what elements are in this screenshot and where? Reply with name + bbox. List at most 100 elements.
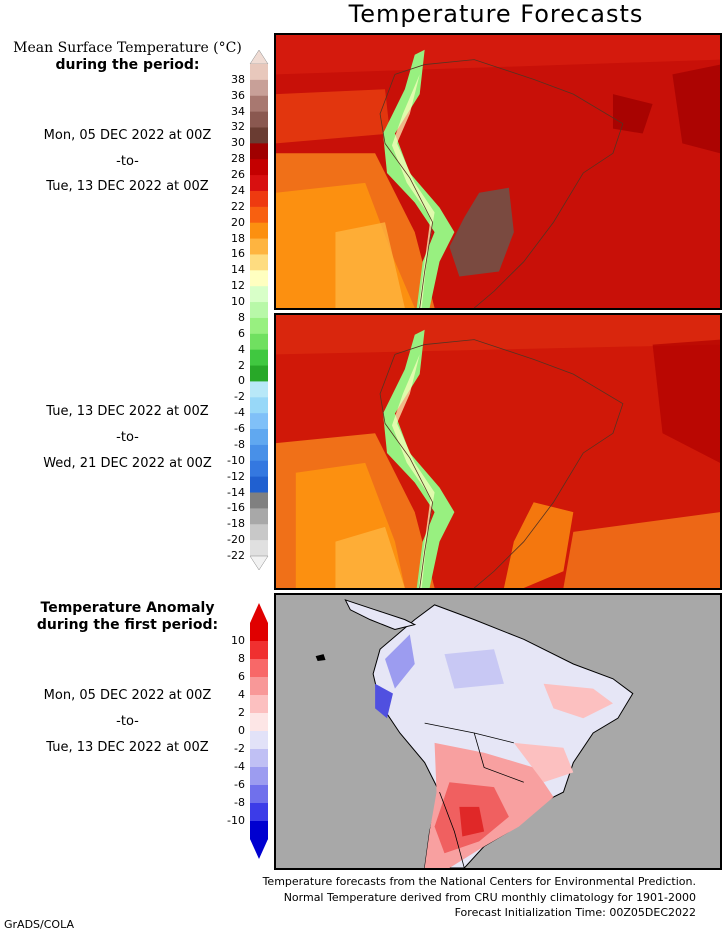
colorbar-swatch	[250, 677, 268, 696]
colorbar-swatch	[250, 821, 268, 840]
period1-start: Mon, 05 DEC 2022 at 00Z	[43, 128, 212, 143]
colorbar-swatch	[250, 713, 268, 732]
period1-end: Tue, 13 DEC 2022 at 00Z	[46, 179, 209, 194]
colorbar-swatch	[250, 270, 268, 287]
period2-end: Wed, 21 DEC 2022 at 00Z	[43, 456, 212, 471]
colorbar-swatch	[250, 460, 268, 478]
colorbar-swatch	[250, 127, 268, 144]
colorbar-tick-label: -2	[234, 742, 245, 755]
colorbar-swatch	[250, 175, 268, 192]
colorbar-tick-label: 22	[231, 199, 245, 213]
colorbar-swatch	[250, 64, 268, 81]
colorbar-tick-label: 8	[238, 652, 245, 665]
anomaly-map	[274, 593, 722, 870]
grads-credit: GrADS/COLA	[4, 918, 74, 931]
colorbar-tick-label: 0	[238, 724, 245, 737]
footer-climatology-line: Normal Temperature derived from CRU mont…	[283, 891, 696, 904]
colorbar-swatch	[250, 695, 268, 714]
colorbar-tick-label: -20	[227, 533, 245, 547]
colorbar-tick-label: -2	[234, 390, 245, 404]
colorbar-tick-label: -12	[227, 469, 245, 483]
colorbar-swatch	[250, 190, 268, 208]
colorbar-tick-label: 10	[231, 634, 245, 647]
colorbar-swatch	[250, 206, 268, 224]
colorbar-tick-label: 4	[238, 688, 245, 701]
colorbar-tick-label: 24	[231, 183, 245, 197]
colorbar-swatch	[250, 397, 268, 414]
footer-source-line: Temperature forecasts from the National …	[262, 875, 696, 888]
colorbar-tick-label: -10	[227, 814, 245, 827]
colorbar-tick-label: -16	[227, 501, 245, 515]
colorbar-bottom-arrow	[250, 839, 268, 859]
colorbar-swatch	[250, 143, 268, 160]
colorbar-tick-label: 38	[231, 72, 245, 86]
colorbar-tick-label: 30	[231, 136, 245, 150]
colorbar-tick-label: -8	[234, 796, 245, 809]
anomaly-legend-heading: Temperature Anomaly	[40, 600, 215, 616]
colorbar-swatch	[250, 749, 268, 768]
colorbar-swatch	[250, 238, 268, 255]
colorbar-tick-label: 26	[231, 168, 245, 182]
colorbar-swatch	[250, 540, 268, 557]
anomaly-colorbar	[250, 603, 268, 859]
colorbar-swatch	[250, 111, 268, 128]
colorbar-swatch	[250, 381, 268, 398]
colorbar-swatch	[250, 302, 268, 319]
colorbar-swatch	[250, 95, 268, 113]
colorbar-tick-label: 14	[231, 263, 245, 277]
colorbar-swatch	[250, 785, 268, 804]
colorbar-tick-label: -22	[227, 549, 245, 562]
colorbar-swatch	[250, 623, 268, 642]
period2-start: Tue, 13 DEC 2022 at 00Z	[46, 404, 209, 419]
colorbar-tick-label: -4	[234, 760, 245, 773]
period3-end: Tue, 13 DEC 2022 at 00Z	[46, 740, 209, 755]
colorbar-top-arrow	[250, 603, 268, 623]
colorbar-swatch	[250, 444, 268, 462]
period1-sep: -to-	[116, 154, 139, 169]
temperature-map-period1-image	[276, 35, 720, 308]
colorbar-tick-label: 12	[231, 279, 245, 293]
colorbar-tick-label: 0	[238, 374, 245, 388]
colorbar-swatch	[250, 349, 268, 367]
anomaly-legend-subheading: during the first period:	[36, 617, 219, 633]
period3-start: Mon, 05 DEC 2022 at 00Z	[43, 688, 212, 703]
temp-legend-heading: Mean Surface Temperature (°C)	[13, 40, 242, 56]
colorbar-tick-label: 2	[238, 358, 245, 372]
colorbar-tick-label: -4	[234, 406, 245, 420]
colorbar-swatch	[250, 508, 268, 525]
colorbar-tick-label: 6	[238, 670, 245, 683]
colorbar-tick-label: 20	[231, 215, 245, 229]
colorbar-tick-label: 4	[238, 342, 245, 356]
colorbar-tick-label: -6	[234, 422, 245, 436]
colorbar-tick-label: 10	[231, 295, 245, 309]
colorbar-swatch	[250, 254, 268, 271]
colorbar-swatch	[250, 317, 268, 335]
colorbar-tick-label: 16	[231, 247, 245, 261]
colorbar-swatch	[250, 524, 268, 541]
colorbar-swatch	[250, 659, 268, 678]
colorbar-tick-label: -14	[227, 485, 245, 499]
temperature-map-period1	[274, 33, 722, 310]
colorbar-tick-label: -18	[227, 517, 245, 531]
colorbar-top-arrow	[249, 50, 269, 65]
colorbar-tick-label: -10	[227, 453, 245, 467]
temperature-map-period2-image	[276, 315, 720, 588]
colorbar-swatch	[250, 476, 268, 494]
colorbar-swatch	[250, 365, 268, 382]
period3-sep: -to-	[116, 714, 139, 729]
colorbar-swatch	[250, 803, 268, 822]
colorbar-swatch	[250, 222, 268, 240]
colorbar-swatch	[250, 413, 268, 430]
colorbar-tick-label: 6	[238, 326, 245, 340]
colorbar-swatch	[250, 731, 268, 750]
colorbar-tick-label: 8	[238, 310, 245, 324]
temp-legend-subheading: during the period:	[55, 57, 200, 73]
colorbar-swatch	[250, 286, 268, 303]
colorbar-tick-label: 28	[231, 152, 245, 166]
colorbar-tick-label: 34	[231, 104, 245, 118]
colorbar-tick-label: 36	[231, 88, 245, 102]
colorbar-swatch	[250, 492, 268, 509]
period2-sep: -to-	[116, 430, 139, 445]
colorbar-swatch	[250, 79, 268, 97]
colorbar-tick-label: 32	[231, 120, 245, 134]
